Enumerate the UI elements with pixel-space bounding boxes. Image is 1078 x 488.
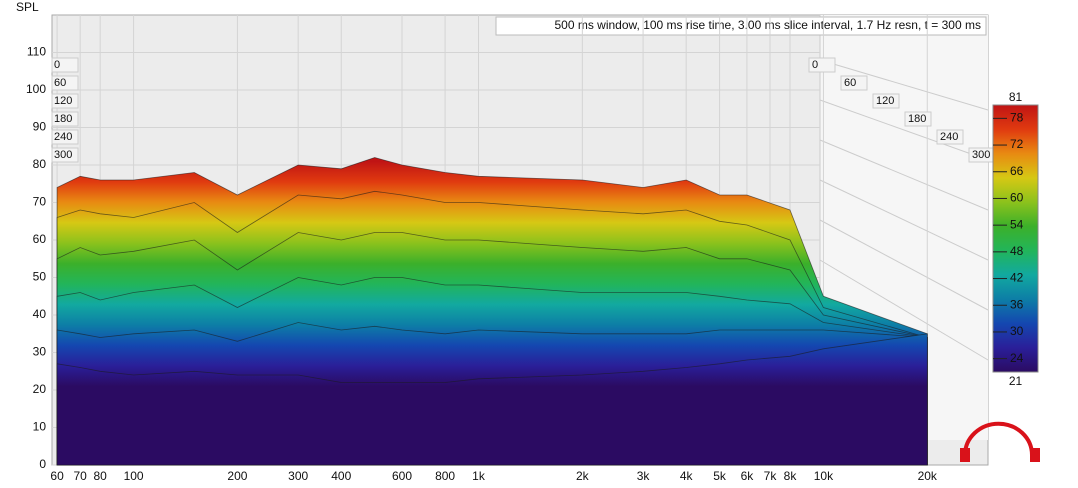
x-tick-label: 600 bbox=[392, 469, 412, 483]
colorbar-tick-label: 24 bbox=[1010, 351, 1024, 365]
colorbar-tick-label: 36 bbox=[1010, 297, 1024, 311]
x-tick-label: 10k bbox=[814, 469, 834, 483]
colorbar-max: 81 bbox=[1009, 90, 1023, 104]
depth-label-box bbox=[51, 147, 79, 163]
depth-label: 0 bbox=[812, 59, 818, 71]
depth-label-box bbox=[904, 111, 932, 127]
x-tick-label: 8k bbox=[784, 469, 798, 483]
depth-label: 180 bbox=[908, 113, 926, 125]
side-wall-grid bbox=[819, 15, 989, 361]
depth-label-box bbox=[51, 75, 79, 91]
x-tick-label: 4k bbox=[680, 469, 694, 483]
depth-label: 120 bbox=[54, 95, 72, 107]
depth-label: 300 bbox=[972, 149, 990, 161]
depth-label: 240 bbox=[940, 131, 958, 143]
x-tick-label: 20k bbox=[918, 469, 938, 483]
depth-label: 0 bbox=[54, 59, 60, 71]
depth-label-box bbox=[51, 129, 79, 145]
y-tick-label: 20 bbox=[33, 382, 47, 396]
depth-label: 60 bbox=[844, 77, 856, 89]
y-tick-label: 10 bbox=[33, 420, 47, 434]
depth-label-box bbox=[51, 111, 79, 127]
y-tick-label: 0 bbox=[39, 457, 46, 471]
x-tick-label: 60 bbox=[50, 469, 64, 483]
y-tick-label: 50 bbox=[33, 270, 47, 284]
x-tick-label: 200 bbox=[227, 469, 247, 483]
y-tick-label: 110 bbox=[27, 45, 46, 59]
title-box bbox=[495, 16, 987, 36]
depth-label-box bbox=[51, 57, 79, 73]
x-tick-label: 7k bbox=[764, 469, 778, 483]
chart-title: 500 ms window, 100 ms rise time, 3.00 ms… bbox=[554, 18, 981, 32]
x-tick-label: 80 bbox=[93, 469, 107, 483]
colorbar-tick-label: 72 bbox=[1010, 137, 1024, 151]
depth-label-box bbox=[872, 93, 900, 109]
colorbar-tick-label: 30 bbox=[1010, 324, 1024, 338]
x-tick-label: 300 bbox=[288, 469, 308, 483]
x-tick-label: 5k bbox=[713, 469, 727, 483]
x-tick-label: 100 bbox=[124, 469, 144, 483]
y-tick-label: 80 bbox=[33, 157, 47, 171]
x-tick-label: 2k bbox=[576, 469, 590, 483]
depth-label-box bbox=[51, 93, 79, 109]
depth-label-box bbox=[808, 57, 836, 73]
depth-label: 60 bbox=[54, 77, 66, 89]
depth-label: 300 bbox=[54, 149, 72, 161]
colorbar-tick-label: 48 bbox=[1010, 244, 1024, 258]
y-tick-label: 30 bbox=[33, 345, 47, 359]
slice bbox=[56, 333, 928, 466]
y-tick-label: 100 bbox=[26, 82, 46, 96]
y-tick-label: 60 bbox=[33, 232, 47, 246]
x-tick-label: 70 bbox=[73, 469, 87, 483]
logo bbox=[960, 421, 1040, 462]
depth-label: 240 bbox=[54, 131, 72, 143]
colorbar-tick-label: 66 bbox=[1010, 164, 1024, 178]
x-tick-label: 6k bbox=[741, 469, 755, 483]
depth-label-box bbox=[936, 129, 964, 145]
x-tick-label: 400 bbox=[331, 469, 351, 483]
depth-label: 120 bbox=[876, 95, 894, 107]
colorbar-tick-label: 54 bbox=[1010, 217, 1024, 231]
colorbar-tick-label: 78 bbox=[1010, 111, 1024, 125]
depth-label-box bbox=[840, 75, 868, 91]
x-tick-label: 3k bbox=[637, 469, 651, 483]
x-tick-label: 800 bbox=[435, 469, 455, 483]
y-tick-label: 40 bbox=[33, 307, 47, 321]
colorbar-tick-label: 42 bbox=[1010, 271, 1024, 285]
depth-label: 180 bbox=[54, 113, 72, 125]
y-tick-label: 70 bbox=[33, 195, 47, 209]
colorbar-min: 21 bbox=[1009, 374, 1023, 388]
y-tick-label: 90 bbox=[33, 120, 47, 134]
colorbar-tick-label: 60 bbox=[1010, 191, 1024, 205]
x-tick-label: 1k bbox=[472, 469, 486, 483]
y-axis-label: SPL bbox=[16, 0, 39, 14]
colorbar bbox=[992, 104, 1039, 373]
